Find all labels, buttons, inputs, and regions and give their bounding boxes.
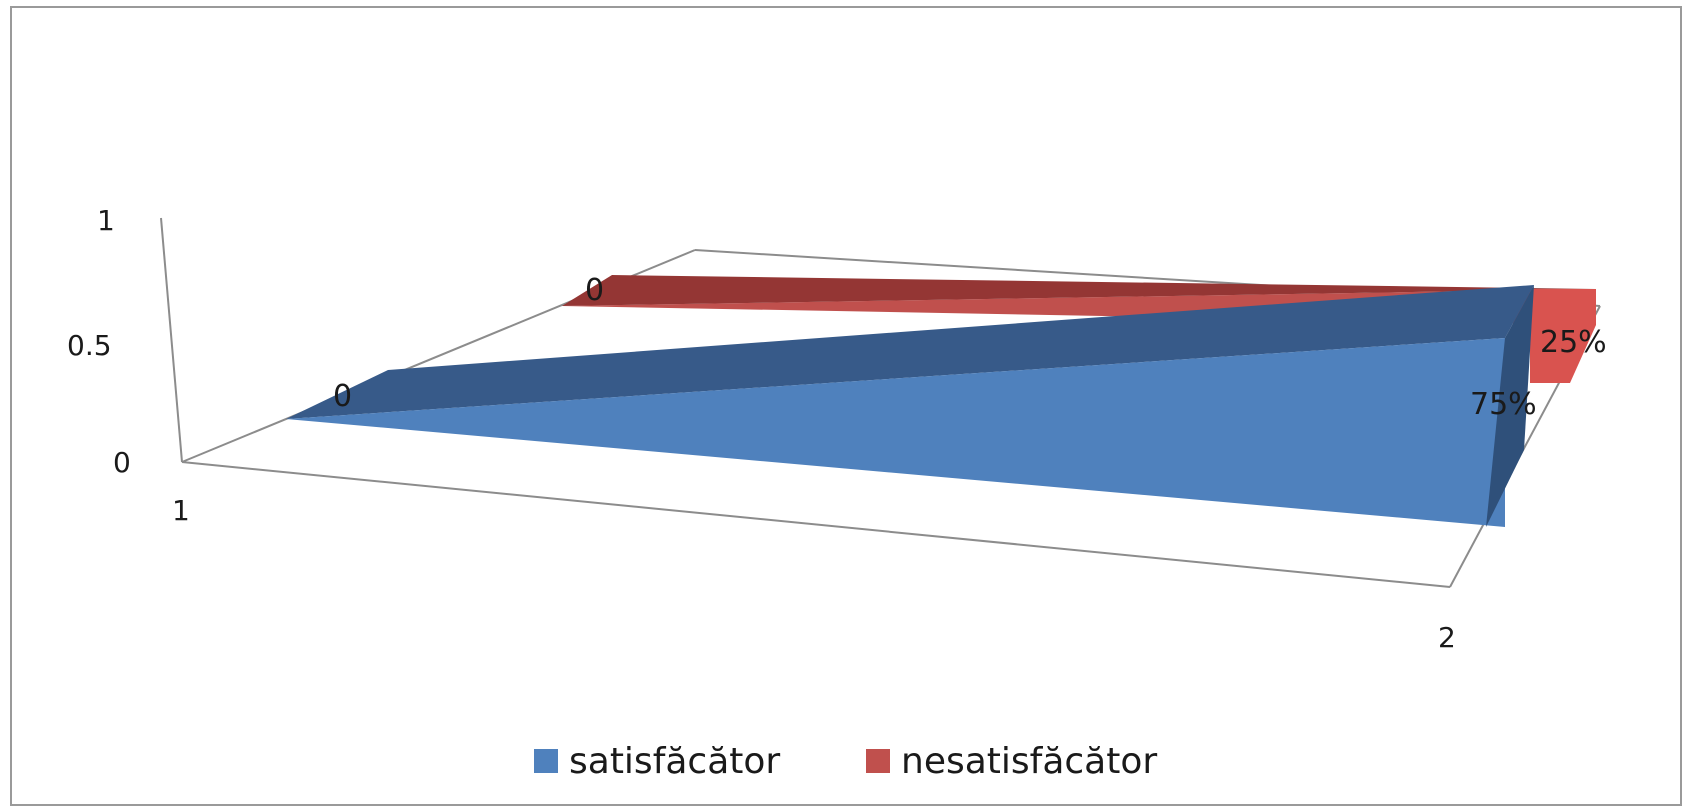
legend-swatch-satisfacator xyxy=(534,749,558,773)
vertical-axis xyxy=(160,217,183,463)
y-tick-label: 0.5 xyxy=(67,329,112,362)
area-top-face xyxy=(562,275,1596,306)
data-label: 0 xyxy=(333,379,352,414)
front-edge xyxy=(181,461,1451,588)
data-label: 25% xyxy=(1540,325,1607,360)
legend-swatch-nesatisfacator xyxy=(866,749,890,773)
y-tick-label: 0 xyxy=(113,446,131,479)
data-label: 0 xyxy=(585,273,604,308)
y-tick-label: 1 xyxy=(97,204,115,237)
legend-label: nesatisfăcător xyxy=(901,741,1157,782)
area-front-face xyxy=(286,338,1505,527)
x-tick-label: 2 xyxy=(1438,621,1456,654)
series-satisfacator-area xyxy=(286,285,1534,527)
data-label: 75% xyxy=(1470,387,1537,422)
area-end-face xyxy=(1486,285,1534,527)
legend-label: satisfăcător xyxy=(569,741,780,782)
legend: satisfăcător nesatisfăcător xyxy=(534,741,1157,782)
x-tick-label: 1 xyxy=(172,494,190,527)
area-top-face xyxy=(286,285,1534,419)
area-end-face xyxy=(1530,289,1596,383)
